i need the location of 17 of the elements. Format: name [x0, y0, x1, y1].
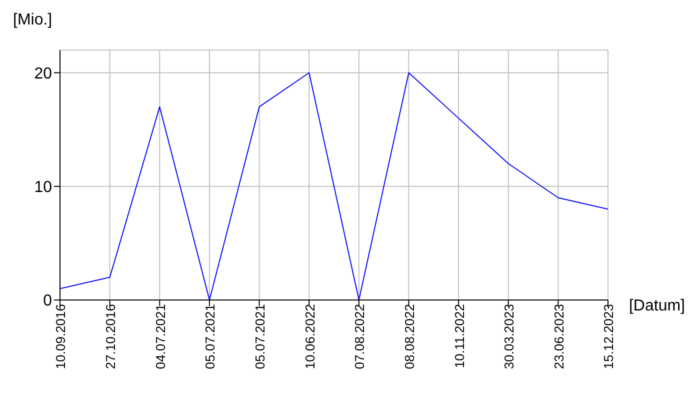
x-tick-label: 08.08.2022	[402, 304, 417, 370]
x-axis-title: [Datum]	[628, 297, 685, 314]
x-tick-label: 30.03.2023	[502, 304, 517, 370]
x-tick-label: 10.06.2022	[302, 304, 318, 370]
x-tick-label: 15.12.2023	[601, 304, 616, 370]
y-axis-title: [Mio.]	[13, 11, 52, 28]
x-tick-label: 10.11.2022	[452, 304, 467, 368]
x-tick-label: 05.07.2021	[202, 304, 218, 370]
y-tick-label: 10	[34, 179, 52, 196]
x-tick-label: 23.06.2023	[551, 304, 566, 370]
y-tick-label: 0	[43, 292, 52, 310]
x-tick-label: 27.10.2016	[103, 304, 118, 370]
y-tick-label: 20	[34, 65, 52, 82]
x-tick-label: 10.09.2016	[53, 304, 68, 370]
x-tick-label: 04.07.2021	[152, 304, 168, 370]
x-tick-label: 05.07.2021	[252, 304, 268, 370]
x-tick-label: 07.08.2022	[352, 304, 368, 370]
